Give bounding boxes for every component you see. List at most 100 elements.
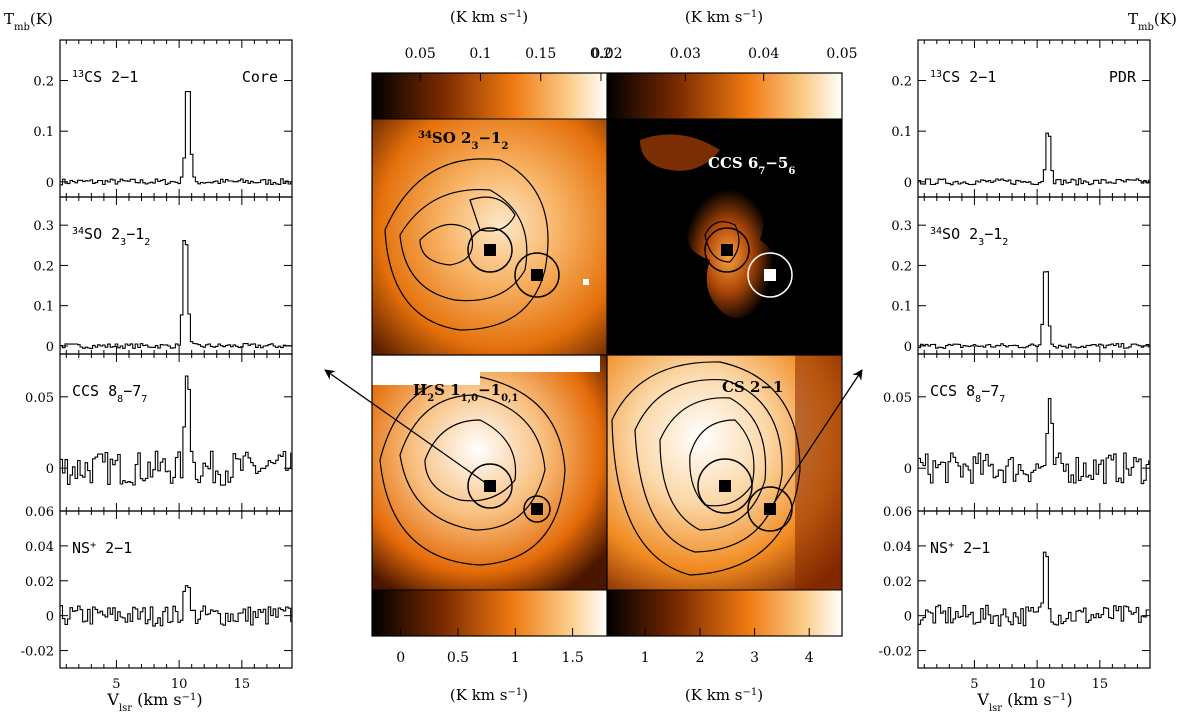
- colorbar-tick-label: 0.03: [670, 46, 701, 62]
- spectrum-line: [60, 375, 292, 486]
- colorbar-tick-label: 0.15: [525, 46, 556, 62]
- spectrum-label: 13CS 2−1: [72, 68, 138, 86]
- spectrum-line: [60, 90, 292, 186]
- unit-bottom-right: (K km s−1): [685, 686, 763, 704]
- colorbar-tick-label: 3: [750, 650, 759, 666]
- colorbar-tick-label: 2: [695, 650, 704, 666]
- panel-frame: [917, 196, 1151, 355]
- colorbar-tick-label: 0: [396, 650, 405, 666]
- xlabel-right: Vlsr (km s−1): [976, 690, 1072, 714]
- y-tick-label: 0.2: [33, 75, 54, 90]
- xlabel-left: Vlsr (km s−1): [106, 690, 202, 714]
- y-tick-label: 0: [46, 610, 54, 625]
- colorbar-tick-label: 0.04: [748, 46, 779, 62]
- x-tick-label: 5: [112, 677, 120, 692]
- map-ccs-title-sub2: 6: [788, 166, 795, 177]
- map-so-title: 34SO 23−12: [418, 129, 508, 152]
- spectrum-label: 34SO 23−12: [72, 225, 150, 248]
- map-h2s-title-sub0: 2: [427, 393, 434, 404]
- panel-frame: [59, 196, 293, 355]
- x-tick-label: 15: [1092, 677, 1109, 692]
- y-tick-label: 0: [904, 462, 912, 477]
- spectrum-line: [918, 398, 1150, 485]
- tmb-label-right: Tmb(K): [1128, 10, 1177, 33]
- x-tick-label: 10: [1029, 677, 1046, 692]
- markers-ccs: [704, 227, 793, 298]
- spectrum-tag: PDR: [1109, 68, 1137, 86]
- y-tick-label: 0.3: [33, 219, 54, 234]
- y-tick-label: 0.1: [33, 300, 54, 315]
- markers-cs: [697, 458, 793, 532]
- spectrum-line: [918, 132, 1150, 186]
- y-tick-label: 0: [904, 176, 912, 191]
- spectrum-panel: 0 0.1 0.2 0.3 34SO 23−12: [33, 196, 293, 355]
- map-h2s: [372, 355, 607, 590]
- map-ccs-title-sub1: 7: [758, 166, 765, 177]
- colorbar-tick-label: 0.05: [826, 46, 857, 62]
- panel-frame: [917, 353, 1151, 512]
- markers-h2s: [467, 463, 551, 523]
- panel-frame: [59, 39, 293, 198]
- y-tick-label: 0: [46, 462, 54, 477]
- y-tick-label: 0.1: [33, 125, 54, 140]
- y-tick-label: 0.06: [883, 505, 912, 520]
- unit-bottom-left: (K km s−1): [450, 686, 528, 704]
- arrow-right: [769, 369, 863, 510]
- map-so-title-sub2: 2: [501, 141, 508, 152]
- map-so-title-sub1: 3: [471, 141, 478, 152]
- y-tick-label: 0: [904, 340, 912, 355]
- spectrum-tag: Core: [242, 68, 278, 86]
- spectrum-label: NS+ 2−1: [930, 539, 990, 557]
- colorbar-tick-label: 1: [641, 650, 650, 666]
- colorbar-ccs: [606, 72, 843, 120]
- colorbar-ticks: 0.05 0.1 0.15 0.20.02 0.03 0.04 0.05 0 0.5 1 1.5 1 2…: [396, 46, 857, 666]
- spectrum-panel: -0.02 0 0.02 0.04 0.06 5 10 15 NS+ 2−1: [879, 505, 1151, 692]
- spectrum-panel: -0.02 0 0.02 0.04 0.06 5 10 15 NS+ 2−1: [21, 505, 293, 692]
- ccs-emission-top: [640, 134, 720, 171]
- y-tick-label: 0.1: [891, 300, 912, 315]
- map-ccs-title-main: CCS 6: [708, 154, 758, 172]
- y-tick-label: 0.2: [33, 259, 54, 274]
- colorbar-tick-label: 0.2: [590, 46, 612, 62]
- contours-so: [384, 158, 549, 331]
- arrow-left: [324, 369, 491, 487]
- spectrum-label: CCS 88−77: [930, 382, 1005, 405]
- spectrum-panel: 0 0.05 CCS 88−77: [883, 353, 1151, 512]
- y-tick-label: 0: [904, 610, 912, 625]
- spectrum-label: NS+ 2−1: [72, 539, 132, 557]
- y-tick-label: 0.02: [25, 575, 54, 590]
- y-tick-label: -0.02: [879, 645, 912, 660]
- y-tick-label: 0: [46, 176, 54, 191]
- y-tick-label: 0.06: [25, 505, 54, 520]
- y-tick-label: 0.05: [25, 391, 54, 406]
- y-tick-label: 0: [46, 340, 54, 355]
- colorbar-so: [371, 72, 608, 120]
- spectrum-line: [918, 551, 1150, 627]
- markers-so: [467, 227, 589, 298]
- contours-cs: [611, 361, 801, 576]
- panel-frame: [59, 353, 293, 512]
- map-h2s-title-sub1: 1,0: [461, 393, 478, 404]
- colorbar-tick-label: 0.02: [591, 46, 622, 62]
- colorbar-h2s: [371, 589, 608, 637]
- colorbar-tick-label: 0.1: [469, 46, 491, 62]
- map-ccs-title-dash: −5: [765, 154, 788, 172]
- map-h2s-title-s: S 1: [434, 381, 461, 399]
- x-tick-label: 10: [171, 677, 188, 692]
- map-h2s-title-sub2: 0,1: [501, 393, 518, 404]
- y-tick-label: 0.3: [891, 219, 912, 234]
- map-ccs-title: CCS 67−56: [708, 154, 795, 177]
- spectrum-panel: 0 0.05 CCS 88−77: [25, 353, 293, 512]
- h2s-notch: [372, 355, 600, 385]
- colorbar-cs: [606, 589, 843, 637]
- panel-frame: [917, 39, 1151, 198]
- map-h2s-title: H2S 11,0−10,1: [413, 381, 518, 404]
- colorbar-tick-label: 4: [805, 650, 814, 666]
- map-block: 34SO 23−12 CCS 67−56 H2S 11,0−10,1 CS 2−…: [324, 8, 863, 704]
- panel-frame: [917, 510, 1151, 669]
- tmb-label-left: Tmb(K): [4, 10, 53, 33]
- unit-top-right: (K km s−1): [685, 8, 763, 26]
- map-h2s-title-main: H: [413, 381, 427, 399]
- y-tick-label: -0.02: [21, 645, 54, 660]
